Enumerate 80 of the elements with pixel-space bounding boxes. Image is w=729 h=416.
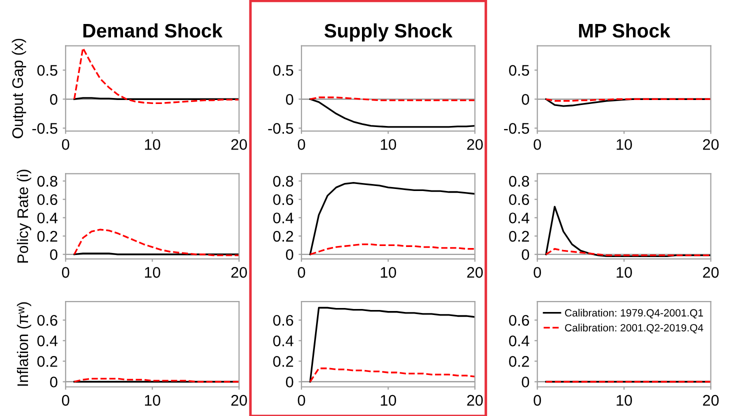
y-tick-label: 0: [522, 376, 530, 388]
y-tick-label: 0.4: [509, 212, 530, 224]
y-tick-label: 0: [522, 94, 530, 105]
y-tick-label: -0.5: [32, 123, 58, 134]
y-tick-label: 0.8: [37, 176, 58, 187]
x-tick-label: 0: [298, 267, 306, 278]
legend-label: Calibration: 1979.Q4-2001.Q1: [565, 308, 703, 318]
y-tick-label: 0.6: [509, 314, 530, 326]
x-tick-label: 0: [62, 394, 70, 406]
line-series: [309, 98, 475, 128]
x-tick-label: 0: [62, 139, 70, 150]
chart-title: Demand Shock: [83, 23, 223, 38]
y-tick-label: 0.8: [509, 176, 530, 187]
y-tick-label: 0.6: [37, 194, 58, 206]
x-tick-label: 0: [534, 394, 541, 406]
y-tick-label: 0.4: [37, 212, 58, 224]
line-series: [73, 47, 240, 104]
x-tick-label: 20: [703, 267, 719, 278]
x-tick-label: 10: [144, 394, 160, 406]
x-tick-label: 20: [231, 139, 247, 150]
x-tick-label: 0: [534, 267, 541, 278]
x-tick-label: 10: [616, 394, 632, 406]
y-tick-label: 0: [286, 249, 294, 260]
y-tick-label: 0.4: [273, 212, 294, 224]
y-tick-label: 0: [286, 376, 294, 388]
x-tick-label: 10: [616, 139, 632, 150]
y-tick-label: 0.6: [273, 194, 294, 206]
y-tick-label: 0.2: [37, 230, 58, 242]
line-series: [309, 368, 475, 383]
x-tick-label: 20: [703, 139, 719, 150]
x-tick-label: 20: [467, 394, 483, 406]
x-tick-label: 10: [380, 394, 396, 406]
y-tick-label: 0.6: [509, 194, 530, 206]
y-axis-title: Inflation (πʷ): [16, 302, 32, 386]
y-tick-label: 0.2: [509, 230, 529, 242]
legend-label: Calibration: 2001.Q2-2019.Q4: [565, 324, 704, 334]
y-tick-label: 0: [50, 376, 58, 388]
x-tick-label: 0: [62, 267, 70, 278]
x-tick-label: 0: [298, 139, 306, 150]
y-tick-label: 0: [50, 94, 58, 105]
y-tick-label: 0.5: [273, 64, 294, 76]
x-tick-label: 20: [703, 394, 719, 406]
x-tick-label: 0: [534, 139, 541, 150]
y-tick-label: -0.5: [504, 123, 530, 134]
x-tick-label: 20: [467, 267, 483, 278]
line-series: [309, 306, 475, 383]
x-tick-label: 20: [467, 139, 483, 150]
x-tick-label: 10: [380, 139, 396, 150]
y-tick-label: 0.2: [37, 356, 58, 367]
y-tick-label: 0.4: [509, 336, 530, 346]
line-series: [545, 248, 711, 256]
line-series: [545, 206, 711, 258]
chart-title: MP Shock: [579, 23, 670, 38]
y-tick-label: 0: [50, 249, 58, 260]
y-tick-label: 0.2: [273, 356, 294, 367]
y-tick-label: 0.4: [37, 336, 58, 346]
y-tick-label: -0.5: [268, 123, 294, 134]
y-tick-label: 0.8: [273, 176, 294, 187]
y-axis-title: Output Gap (x): [12, 38, 26, 138]
chart-title: Supply Shock: [324, 23, 453, 42]
y-tick-label: 0.4: [273, 336, 294, 346]
y-tick-label: 0.6: [273, 314, 294, 326]
y-tick-label: 0.6: [37, 314, 58, 326]
x-tick-label: 10: [144, 139, 160, 150]
x-tick-label: 0: [298, 394, 306, 406]
line-series: [309, 182, 475, 256]
line-series: [73, 228, 240, 256]
y-tick-label: 0.5: [37, 64, 58, 76]
x-tick-label: 20: [231, 267, 247, 278]
x-tick-label: 10: [380, 267, 396, 278]
y-axis-title: Policy Rate (i): [16, 170, 32, 263]
y-tick-label: 0.5: [509, 64, 530, 76]
y-tick-label: 0.2: [273, 230, 294, 242]
x-tick-label: 10: [616, 267, 632, 278]
y-tick-label: 0: [286, 94, 294, 105]
x-tick-label: 20: [231, 394, 247, 406]
x-tick-label: 10: [144, 267, 160, 278]
y-tick-label: 0: [522, 249, 530, 260]
line-series: [309, 243, 475, 256]
y-tick-label: 0.2: [509, 356, 529, 367]
